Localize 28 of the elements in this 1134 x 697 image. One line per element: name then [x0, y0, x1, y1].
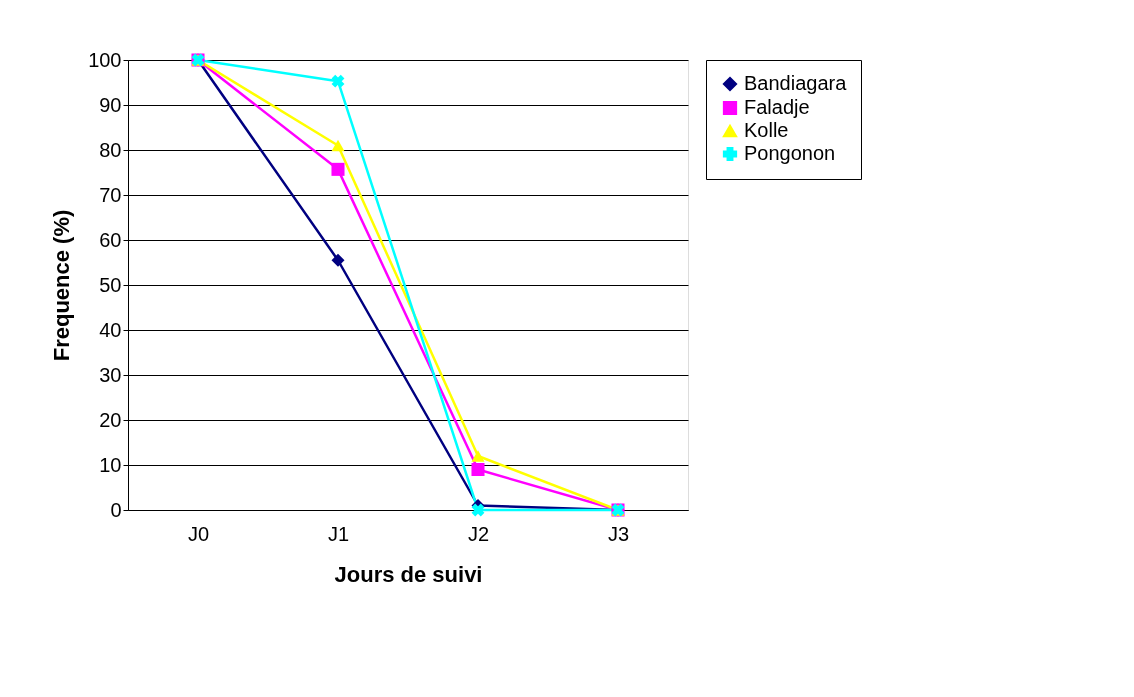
y-tick-label: 60 — [99, 228, 122, 251]
legend-label: Bandiagara — [744, 72, 848, 94]
y-tick-label: 100 — [88, 48, 122, 71]
legend-label: Pongonon — [744, 142, 836, 164]
y-tick-label: 90 — [99, 93, 122, 116]
y-tick-label: 80 — [99, 138, 122, 161]
point — [331, 253, 345, 267]
y-tick-label: 10 — [99, 453, 122, 476]
y-tick-label: 20 — [99, 408, 122, 431]
y-tick-label: 0 — [110, 498, 122, 521]
x-tick-label: J2 — [467, 522, 490, 545]
x-tick-label: J3 — [607, 522, 630, 545]
point — [471, 450, 485, 462]
point — [331, 162, 345, 176]
legend-label: Faladje — [744, 96, 810, 118]
x-tick-label: J0 — [187, 522, 210, 545]
point — [471, 462, 485, 477]
x-tick-label: J1 — [327, 522, 350, 545]
y-tick-label: 40 — [99, 318, 122, 341]
y-tick-label: 50 — [99, 273, 122, 296]
point — [331, 139, 345, 152]
y-axis-title: Frequence (%) — [49, 209, 75, 362]
point — [471, 503, 485, 517]
x-axis-title: Jours de suivi — [334, 561, 483, 587]
y-tick-label: 30 — [99, 363, 122, 386]
point — [331, 74, 345, 88]
legend-label: Kolle — [744, 119, 789, 141]
y-tick-label: 70 — [99, 183, 122, 206]
